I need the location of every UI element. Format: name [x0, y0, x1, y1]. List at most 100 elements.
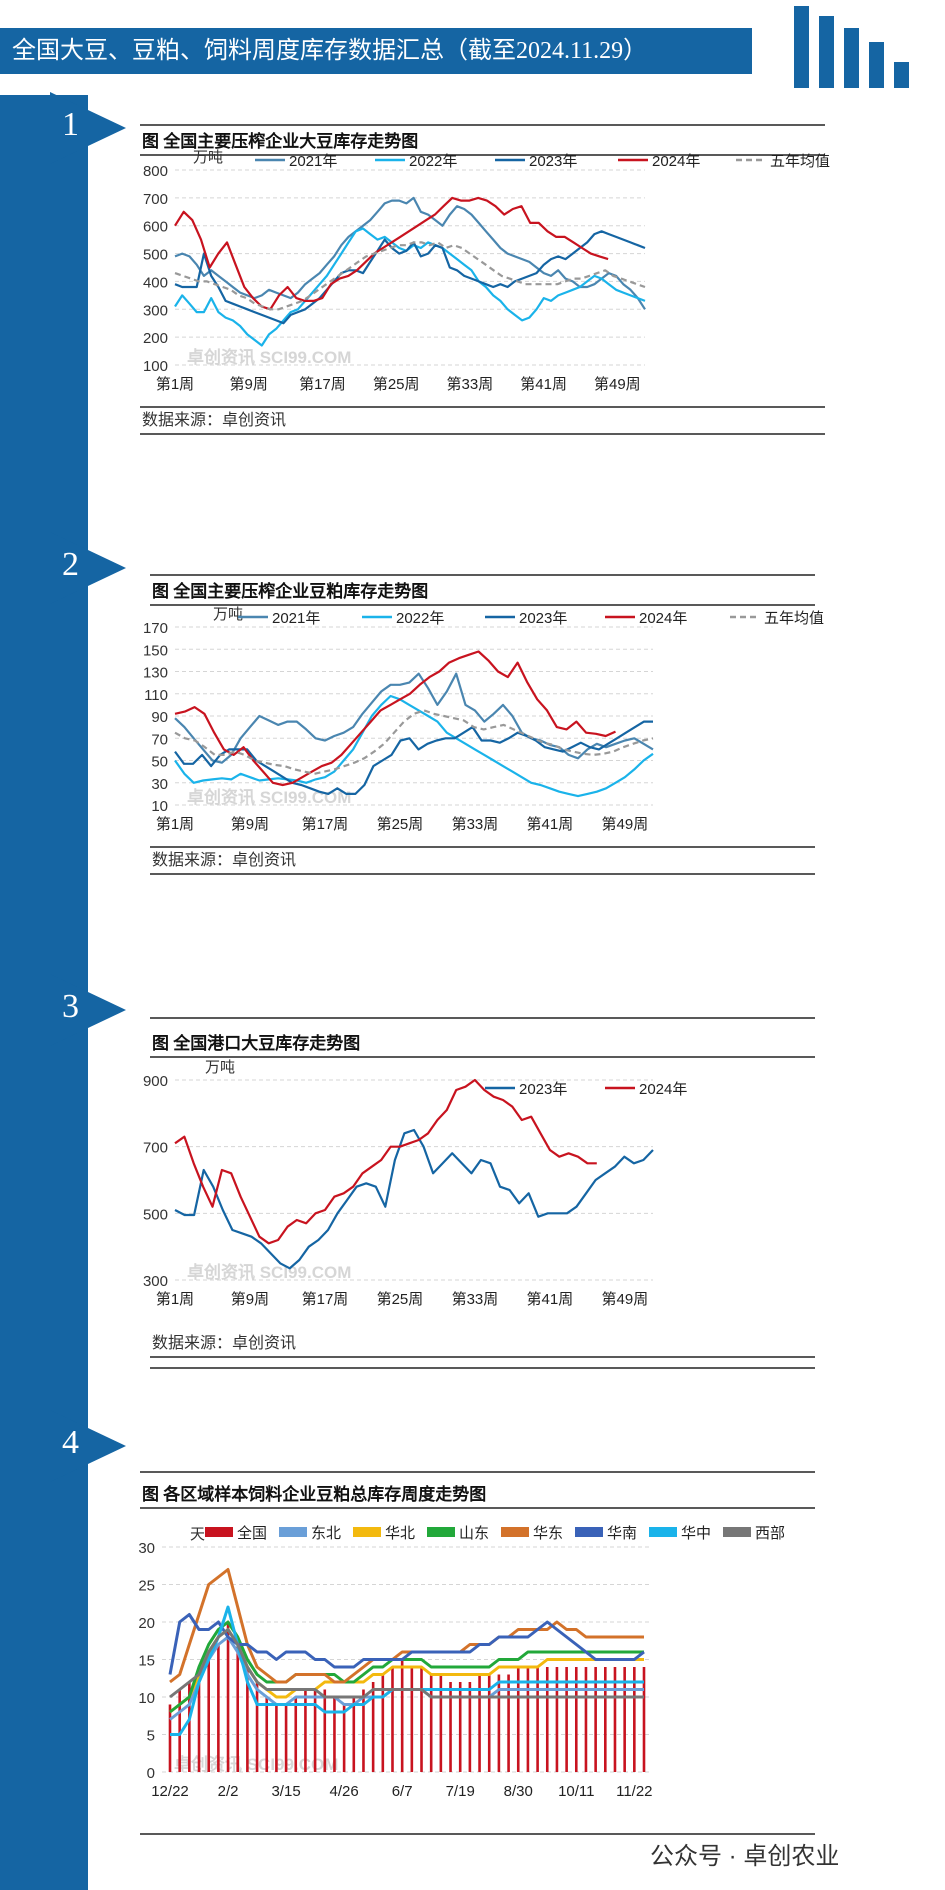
- y-tick-label: 150: [143, 642, 168, 659]
- bar-全国: [410, 1667, 414, 1772]
- bar-全国: [594, 1667, 597, 1772]
- y-tick-label: 0: [147, 1765, 155, 1782]
- x-tick-label: 第33周: [452, 815, 499, 833]
- bar-全国: [362, 1689, 365, 1772]
- bar-全国: [545, 1667, 549, 1772]
- bar-全国: [487, 1674, 491, 1772]
- x-tick-label: 第33周: [452, 1290, 499, 1308]
- section-marker-1: [50, 92, 126, 164]
- y-tick-label: 500: [143, 247, 168, 264]
- logo-bar: [869, 42, 884, 88]
- legend-label-2021年: 2021年: [272, 610, 320, 627]
- legend-label-2024年: 2024年: [639, 1081, 687, 1098]
- watermark-logo: 卓创资讯 SCI99.COM: [187, 347, 351, 367]
- y-tick-label: 170: [143, 620, 168, 637]
- chart-title: 图 全国主要压榨企业豆粕库存走势图: [152, 581, 428, 601]
- x-tick-label: 第49周: [594, 375, 641, 393]
- x-tick-label: 第41周: [520, 375, 567, 393]
- legend-label-2021年: 2021年: [289, 153, 337, 170]
- legend-swatch-华北: [353, 1527, 381, 1537]
- bar-全国: [371, 1682, 375, 1772]
- bar-全国: [168, 1704, 172, 1772]
- x-tick-label: 第9周: [231, 815, 269, 833]
- y-tick-label: 700: [143, 191, 168, 208]
- y-unit-label: 万吨: [205, 1059, 235, 1076]
- bar-全国: [536, 1667, 539, 1772]
- y-tick-label: 20: [138, 1615, 155, 1632]
- section-marker-4: [50, 1410, 126, 1482]
- legend-label-西部: 西部: [755, 1525, 785, 1542]
- bar-全国: [323, 1689, 327, 1772]
- legend-swatch-华中: [649, 1527, 677, 1537]
- series-line-华南: [168, 1613, 645, 1675]
- series-line-2024年: [174, 1078, 597, 1245]
- bar-全国: [284, 1704, 288, 1772]
- x-tick-label: 第17周: [299, 375, 346, 393]
- bar-全国: [178, 1689, 181, 1772]
- bar-全国: [429, 1674, 433, 1772]
- logo-bar: [894, 62, 909, 88]
- y-tick-label: 200: [143, 330, 168, 347]
- x-tick-label: 第25周: [377, 815, 424, 833]
- header-bar: 全国大豆、豆粕、饲料周度库存数据汇总（截至2024.11.29）: [0, 28, 752, 74]
- bar-全国: [352, 1697, 356, 1772]
- y-tick-label: 600: [143, 219, 168, 236]
- bar-全国: [507, 1674, 510, 1772]
- y-tick-label: 10: [151, 798, 168, 815]
- y-unit-label: 万吨: [193, 149, 223, 166]
- x-tick-label: 3/15: [271, 1783, 300, 1800]
- y-tick-label: 800: [143, 163, 168, 180]
- legend-swatch-东北: [279, 1527, 307, 1537]
- x-tick-label: 第41周: [527, 1290, 574, 1308]
- y-tick-label: 130: [143, 665, 168, 682]
- legend-label-华中: 华中: [681, 1525, 711, 1542]
- legend-label-2023年: 2023年: [529, 153, 577, 170]
- legend-label-五年均值: 五年均值: [764, 610, 824, 627]
- series-line-2024年: [174, 196, 609, 311]
- logo-bar: [794, 6, 809, 88]
- x-tick-label: 第9周: [231, 1290, 269, 1308]
- bar-全国: [265, 1697, 269, 1772]
- chart-title: 图 全国港口大豆库存走势图: [152, 1033, 360, 1053]
- series-line-2022年: [174, 694, 654, 798]
- section-marker-2: [50, 532, 126, 604]
- data-source-label: 数据来源：卓创资讯: [152, 851, 296, 869]
- legend-label-2023年: 2023年: [519, 1081, 567, 1098]
- x-tick-label: 4/26: [330, 1783, 359, 1800]
- page-title: 全国大豆、豆粕、饲料周度库存数据汇总（截至2024.11.29）: [12, 38, 648, 64]
- bar-全国: [478, 1674, 481, 1772]
- data-source-label: 数据来源：卓创资讯: [152, 1334, 296, 1352]
- watermark-logo: 卓创资讯 SCI99.COM: [187, 787, 351, 807]
- y-tick-label: 30: [151, 776, 168, 793]
- legend-swatch-山东: [427, 1527, 455, 1537]
- y-tick-label: 10: [138, 1690, 155, 1707]
- series-line-西部: [169, 1628, 644, 1699]
- x-tick-label: 第17周: [302, 1290, 349, 1308]
- legend-label-全国: 全国: [237, 1524, 267, 1542]
- y-tick-label: 300: [143, 1273, 168, 1290]
- y-tick-label: 110: [144, 687, 168, 704]
- bar-全国: [642, 1667, 646, 1772]
- x-tick-label: 第49周: [602, 815, 649, 833]
- x-tick-label: 8/30: [504, 1783, 533, 1800]
- bar-全国: [391, 1667, 394, 1772]
- y-tick-label: 400: [143, 274, 168, 291]
- legend-label-2024年: 2024年: [652, 153, 700, 170]
- bar-全国: [246, 1667, 249, 1772]
- y-tick-label: 5: [147, 1728, 155, 1745]
- x-tick-label: 第1周: [156, 1290, 194, 1308]
- x-tick-label: 第1周: [156, 375, 194, 393]
- bar-全国: [565, 1667, 568, 1772]
- bar-全国: [604, 1667, 607, 1772]
- series-line-山东: [169, 1620, 644, 1714]
- legend-label-2022年: 2022年: [409, 153, 457, 170]
- bar-全国: [294, 1697, 298, 1772]
- bar-全国: [623, 1667, 626, 1772]
- bar-全国: [275, 1704, 278, 1772]
- bar-全国: [197, 1674, 201, 1772]
- legend-label-东北: 东北: [311, 1525, 341, 1542]
- y-unit-label: 天: [190, 1526, 205, 1543]
- x-tick-label: 第41周: [527, 815, 574, 833]
